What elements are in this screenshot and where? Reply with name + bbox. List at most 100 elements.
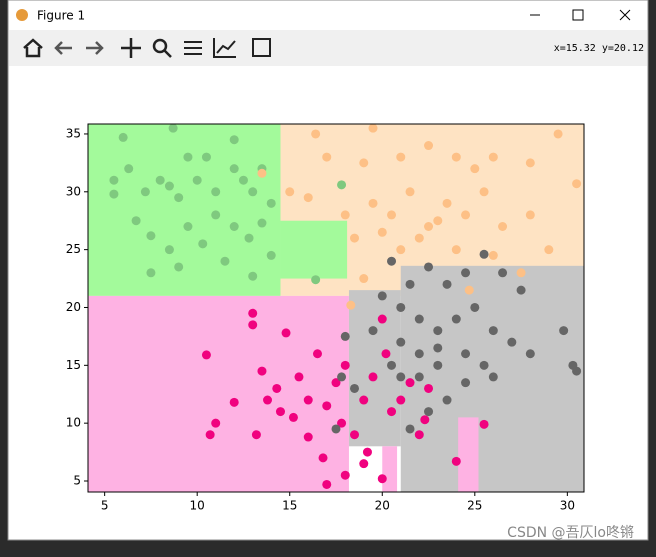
- point: [424, 407, 434, 417]
- point: [479, 360, 489, 370]
- point: [377, 474, 387, 484]
- point: [368, 123, 378, 133]
- point: [337, 372, 347, 382]
- point: [470, 302, 480, 312]
- point: [516, 268, 526, 278]
- window-title: Figure 1: [37, 9, 85, 23]
- point: [479, 187, 489, 197]
- maximize-button[interactable]: [572, 9, 584, 21]
- point: [248, 320, 258, 330]
- point: [229, 221, 239, 231]
- point: [359, 158, 369, 168]
- point: [322, 401, 332, 411]
- point: [470, 164, 480, 174]
- point: [525, 349, 535, 359]
- y-tick-label: 10: [66, 416, 81, 430]
- point: [146, 268, 156, 278]
- point: [312, 349, 322, 359]
- point: [322, 152, 332, 162]
- y-tick-label: 35: [66, 126, 81, 140]
- point: [220, 256, 230, 266]
- point: [396, 302, 406, 312]
- point: [244, 233, 254, 243]
- point: [322, 479, 332, 489]
- point: [168, 123, 178, 133]
- toolbar-icons: [23, 38, 271, 58]
- subplots-button[interactable]: [184, 41, 202, 55]
- point: [229, 397, 239, 407]
- pan-button[interactable]: [121, 38, 141, 58]
- watermark: CSDN @吾仄lo咚锵: [507, 525, 634, 541]
- point: [464, 285, 474, 295]
- zoom-button[interactable]: [152, 38, 168, 54]
- point: [479, 249, 489, 259]
- plot: [88, 123, 584, 492]
- point: [257, 168, 267, 178]
- point: [387, 407, 397, 417]
- point: [414, 372, 424, 382]
- point: [266, 198, 276, 208]
- point: [498, 268, 508, 278]
- point: [350, 430, 360, 440]
- point: [405, 279, 415, 289]
- point: [368, 372, 378, 382]
- point: [257, 218, 267, 228]
- point: [248, 308, 258, 318]
- point: [498, 221, 508, 231]
- point: [396, 152, 406, 162]
- point: [396, 372, 406, 382]
- point: [572, 179, 582, 189]
- point: [229, 164, 239, 174]
- point: [488, 326, 498, 336]
- point: [461, 210, 471, 220]
- point: [350, 383, 360, 393]
- decision-region: [458, 417, 479, 492]
- decision-region: [88, 295, 349, 492]
- point: [362, 447, 372, 457]
- decision-region: [382, 446, 398, 492]
- point: [433, 360, 443, 370]
- close-button[interactable]: [619, 9, 631, 21]
- y-tick-label: 5: [73, 474, 81, 488]
- back-button[interactable]: [54, 41, 72, 55]
- point: [340, 210, 350, 220]
- point: [424, 383, 434, 393]
- forward-button[interactable]: [86, 41, 104, 55]
- x-tick-label: 5: [101, 499, 109, 513]
- point: [377, 314, 387, 324]
- point: [381, 349, 391, 359]
- point: [211, 418, 221, 428]
- point: [155, 175, 165, 185]
- home-button[interactable]: [23, 38, 43, 58]
- point: [303, 193, 313, 203]
- point: [433, 343, 443, 353]
- point: [118, 132, 128, 142]
- point: [124, 164, 134, 174]
- save-button[interactable]: [252, 38, 271, 57]
- point: [414, 314, 424, 324]
- point: [516, 285, 526, 295]
- point: [183, 152, 193, 162]
- y-tick-label: 20: [66, 300, 81, 314]
- point: [488, 152, 498, 162]
- cursor-status: x=15.32 y=20.12: [554, 43, 644, 54]
- point: [420, 415, 430, 425]
- point: [359, 459, 369, 469]
- point: [414, 233, 424, 243]
- x-tick-label: 25: [467, 499, 482, 513]
- point: [337, 180, 347, 190]
- point: [331, 424, 341, 434]
- point: [205, 430, 215, 440]
- axes-button[interactable]: [213, 38, 236, 58]
- point: [303, 432, 313, 442]
- point: [414, 349, 424, 359]
- point: [525, 158, 535, 168]
- app-icon: [16, 9, 28, 21]
- point: [211, 187, 221, 197]
- point: [164, 245, 174, 255]
- point: [183, 221, 193, 231]
- point: [525, 210, 535, 220]
- point: [109, 189, 119, 199]
- point: [507, 337, 517, 347]
